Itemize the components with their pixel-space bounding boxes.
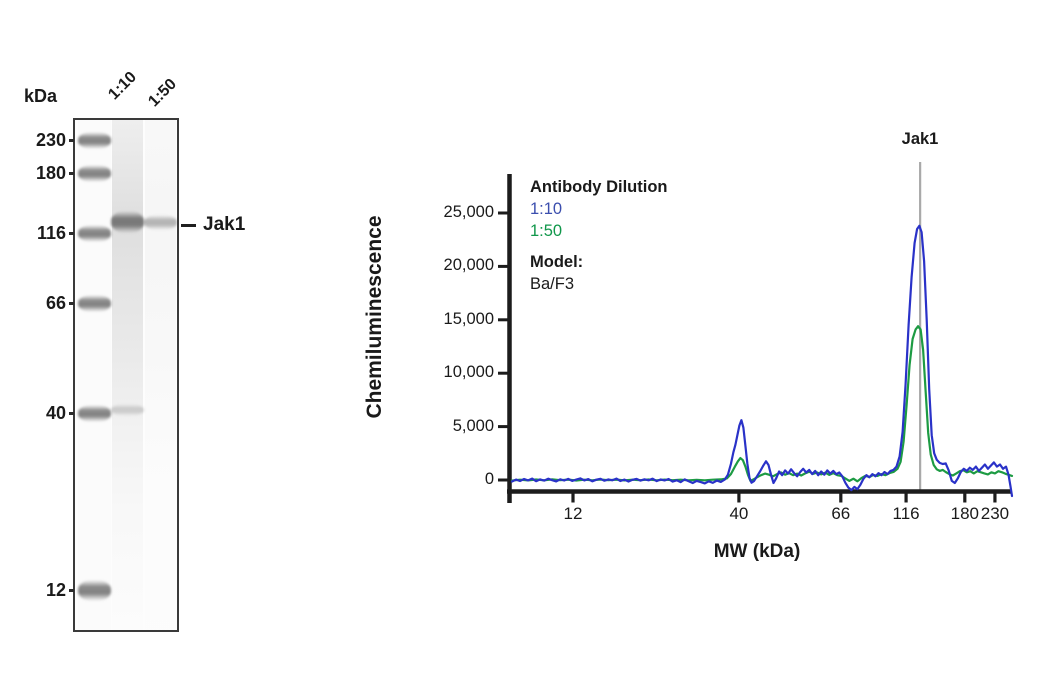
sample-lane-1-50 (145, 120, 176, 630)
ladder-band (78, 294, 111, 312)
mw-marker-tick (69, 139, 74, 142)
ladder-band (78, 224, 111, 242)
ladder-band (78, 131, 111, 149)
blot-image (73, 118, 179, 632)
ladder-band (78, 404, 111, 422)
mw-marker-tick (69, 589, 74, 592)
legend-entry-1-50: 1:50 (530, 222, 563, 240)
x-tick-label: 180 (950, 504, 979, 523)
mw-marker-tick (69, 172, 74, 175)
legend-entry-1-10: 1:10 (530, 200, 563, 218)
mw-marker-label: 230 (35, 130, 66, 150)
sample-band (111, 211, 144, 233)
mw-marker-tick (69, 232, 74, 235)
mw-marker-label: 116 (36, 223, 66, 243)
mw-marker-label: 180 (35, 163, 66, 183)
sample-band (144, 214, 177, 230)
x-tick-label: 116 (892, 504, 920, 523)
y-axis-title: Chemiluminescence (363, 215, 386, 419)
blot-band-label: Jak1 (203, 214, 246, 235)
legend-title: Antibody Dilution (530, 178, 668, 196)
x-axis-title: MW (kDa) (713, 541, 801, 562)
y-tick-label: 10,000 (443, 363, 494, 382)
ladder-band (78, 164, 111, 182)
x-tick-label: 66 (831, 504, 851, 523)
peak-annotation: Jak1 (901, 130, 939, 148)
y-tick-label: 15,000 (443, 309, 494, 328)
kda-unit-label: kDa (24, 86, 58, 106)
ladder-lane (78, 120, 111, 630)
x-tick-label: 40 (729, 504, 749, 523)
y-tick-label: 5,000 (452, 416, 494, 435)
y-tick-label: 25,000 (443, 203, 494, 221)
x-tick-label: 12 (563, 504, 583, 523)
mw-marker-tick (69, 412, 74, 415)
y-tick-label: 20,000 (443, 256, 494, 275)
ladder-band (78, 579, 111, 601)
legend-model-value: Ba/F3 (530, 275, 575, 293)
legend-model-label: Model: (530, 253, 584, 271)
sample-band (111, 404, 144, 416)
chart-legend: Antibody Dilution 1:10 1:50 Model: Ba/F3 (530, 176, 667, 295)
mw-marker-tick (69, 302, 74, 305)
y-tick-label: 0 (484, 470, 494, 488)
mw-marker-label: 66 (45, 293, 66, 313)
mw-marker-label: 12 (45, 580, 66, 600)
sample-lane-1-10 (112, 120, 143, 630)
mw-marker-label: 40 (45, 403, 66, 423)
x-tick-label: 230 (980, 504, 1010, 523)
band-pointer-line (181, 224, 196, 227)
series-curve-1:10 (510, 224, 1014, 498)
